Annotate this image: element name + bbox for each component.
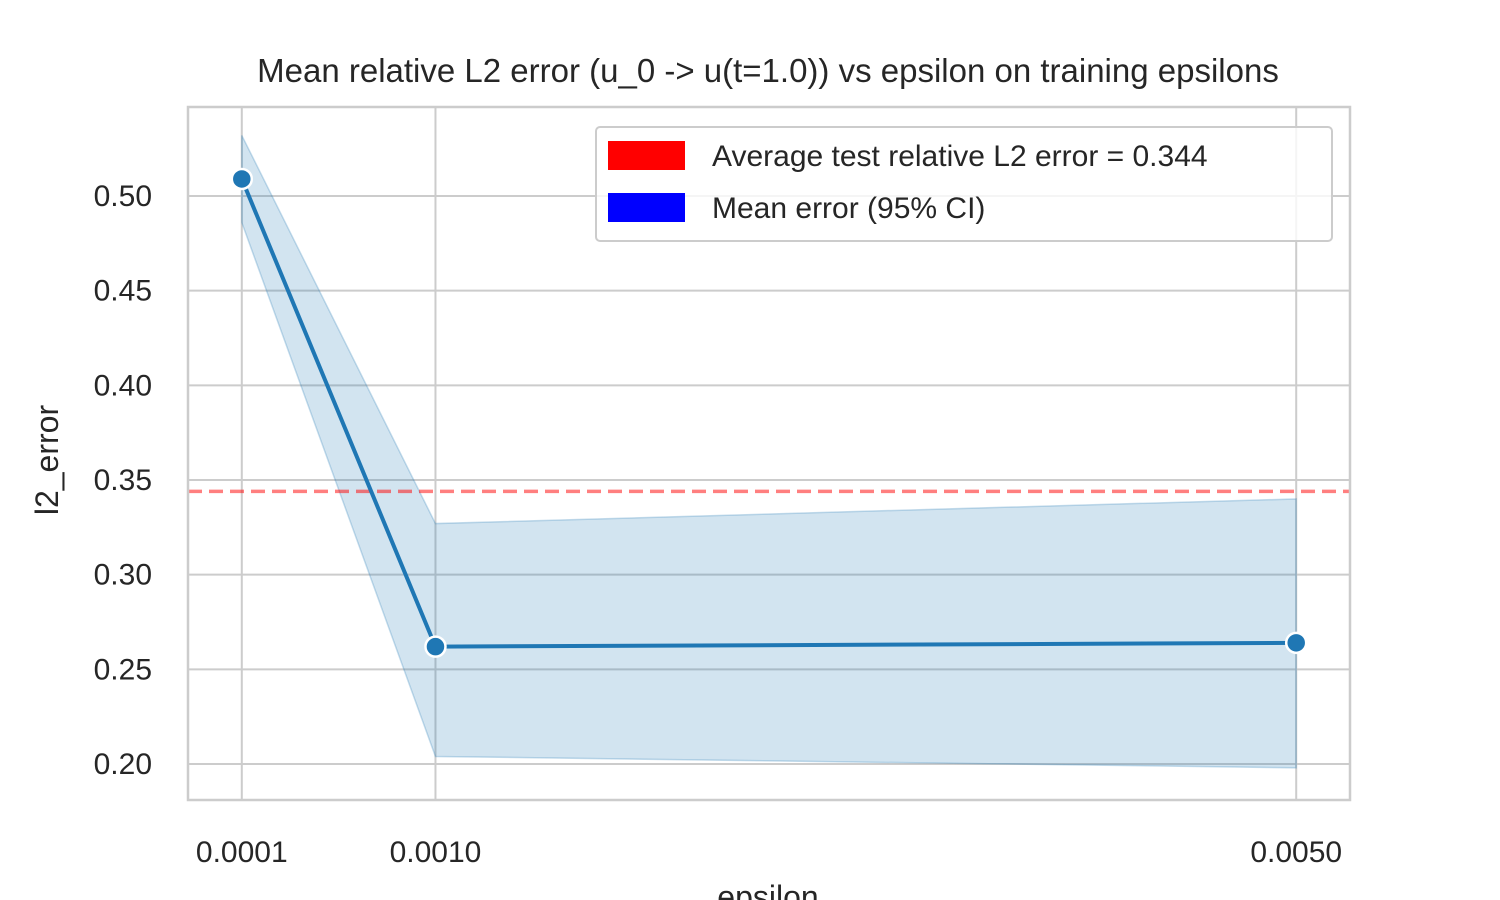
- legend-label-reference: Average test relative L2 error = 0.344: [712, 140, 1208, 173]
- y-tick-label: 0.45: [94, 275, 152, 308]
- y-tick-labels: 0.20 0.25 0.30 0.35 0.40 0.45 0.50: [94, 180, 152, 781]
- y-axis-label: l2_error: [29, 405, 65, 516]
- y-tick-label: 0.20: [94, 748, 152, 781]
- ci-band-area: [241, 135, 1297, 769]
- y-tick-label: 0.30: [94, 559, 152, 592]
- legend: Average test relative L2 error = 0.344 M…: [595, 126, 1333, 242]
- y-tick-label: 0.50: [94, 180, 152, 213]
- x-tick-labels: 0.0001 0.0010 0.0050: [196, 836, 1342, 869]
- y-tick-label: 0.40: [94, 369, 152, 402]
- x-axis-label: epsilon: [717, 879, 818, 900]
- x-tick-label: 0.0001: [196, 836, 288, 869]
- x-tick-label: 0.0050: [1250, 836, 1342, 869]
- y-tick-label: 0.35: [94, 464, 152, 497]
- legend-swatch-series: [608, 193, 685, 222]
- grid: [188, 107, 1350, 800]
- legend-box: [595, 126, 1333, 242]
- data-point: [1284, 631, 1308, 655]
- data-point: [424, 635, 447, 658]
- x-tick-label: 0.0010: [390, 836, 482, 869]
- plot-frame: [186, 105, 1352, 802]
- data-points: [230, 167, 1308, 658]
- ci-band: [241, 135, 1297, 769]
- data-point: [230, 167, 254, 191]
- chart-title: Mean relative L2 error (u_0 -> u(t=1.0))…: [257, 52, 1279, 89]
- y-tick-label: 0.25: [94, 653, 152, 686]
- legend-label-series: Mean error (95% CI): [712, 192, 985, 225]
- legend-swatch-reference: [608, 141, 685, 170]
